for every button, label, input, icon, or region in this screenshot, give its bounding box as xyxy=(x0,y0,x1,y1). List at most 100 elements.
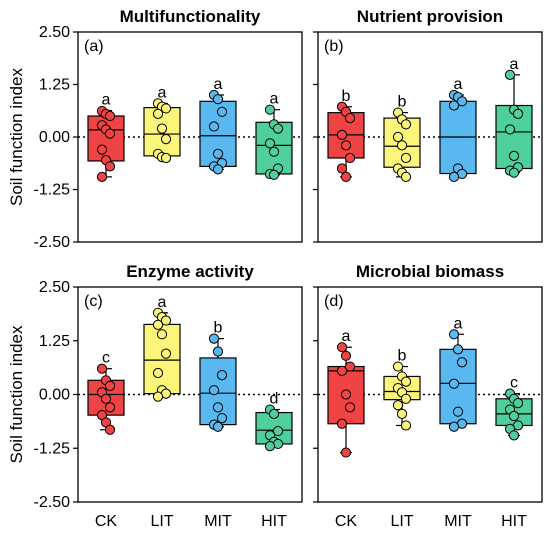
data-point xyxy=(104,128,116,139)
data-point xyxy=(152,319,164,330)
significance-letter: a xyxy=(270,91,279,108)
x-tick-label: MIT xyxy=(444,513,472,530)
panel-title: Enzyme activity xyxy=(126,262,254,281)
significance-letter: a xyxy=(158,294,167,311)
data-point xyxy=(212,94,224,105)
panel-label: (c) xyxy=(84,293,103,310)
x-tick-label: CK xyxy=(95,513,118,530)
box-HIT xyxy=(495,69,533,178)
box-LIT xyxy=(383,361,421,431)
box-CK xyxy=(327,101,365,182)
data-point xyxy=(396,408,408,419)
y-tick-label: 0.00 xyxy=(39,387,70,404)
x-tick-label: LIT xyxy=(150,513,173,530)
box-MIT xyxy=(199,333,237,432)
data-point xyxy=(336,163,348,174)
y-axis-label: Soil function index xyxy=(7,68,26,206)
data-point xyxy=(104,161,116,172)
panel-1 xyxy=(313,31,543,243)
data-point xyxy=(272,425,284,437)
box-LIT xyxy=(383,107,421,182)
panel-label: (b) xyxy=(324,38,344,55)
data-point xyxy=(208,333,220,344)
x-tick-label: CK xyxy=(335,513,358,530)
data-point xyxy=(264,104,276,115)
data-point xyxy=(216,413,228,424)
data-point xyxy=(340,171,352,182)
data-point xyxy=(104,380,116,391)
data-point xyxy=(340,389,352,400)
box-MIT xyxy=(439,89,477,182)
significance-letter: a xyxy=(454,315,463,332)
data-point xyxy=(212,148,224,159)
data-point xyxy=(400,152,412,164)
data-point xyxy=(152,108,164,120)
data-point xyxy=(344,361,356,372)
box-HIT xyxy=(255,404,293,452)
panel-title: Microbial biomass xyxy=(356,262,504,281)
significance-letter: b xyxy=(342,88,351,105)
data-point xyxy=(96,144,108,155)
data-point xyxy=(272,123,284,134)
box-HIT xyxy=(255,104,293,180)
data-point xyxy=(512,398,524,409)
data-point xyxy=(268,169,280,180)
data-point xyxy=(344,113,356,124)
box-CK xyxy=(327,342,365,458)
significance-letter: a xyxy=(454,76,463,93)
data-point xyxy=(336,365,348,376)
y-tick-label: -1.25 xyxy=(34,182,71,199)
box-CK xyxy=(87,105,125,182)
data-point xyxy=(336,342,348,353)
x-tick-label: HIT xyxy=(501,513,527,530)
y-axis-label: Soil function index xyxy=(7,325,26,463)
data-point xyxy=(340,447,352,458)
data-point xyxy=(212,402,224,413)
data-point xyxy=(344,402,356,413)
significance-letter: c xyxy=(510,375,518,392)
panel-0 xyxy=(73,31,303,243)
x-tick-label: LIT xyxy=(390,513,413,530)
data-point xyxy=(160,134,172,145)
significance-letter: a xyxy=(214,76,223,93)
y-tick-label: -1.25 xyxy=(34,440,71,457)
y-tick-label: -2.50 xyxy=(34,494,71,511)
data-point xyxy=(216,370,228,381)
data-point xyxy=(160,348,172,359)
x-tick-label: MIT xyxy=(204,513,232,530)
data-point xyxy=(100,393,112,404)
data-point xyxy=(452,406,464,417)
data-point xyxy=(160,152,172,164)
y-tick-label: 1.25 xyxy=(39,333,70,350)
data-point xyxy=(156,329,168,340)
box-MIT xyxy=(199,89,237,175)
data-point xyxy=(508,150,520,161)
significance-letter: b xyxy=(214,320,223,337)
panel-title: Nutrient provision xyxy=(357,7,503,26)
data-point xyxy=(456,96,468,107)
data-point xyxy=(396,140,408,151)
significance-letter: b xyxy=(398,94,407,111)
panel-2 xyxy=(73,286,303,503)
data-point xyxy=(104,402,116,413)
panel-3 xyxy=(313,286,543,503)
data-point xyxy=(392,131,404,143)
x-tick-label: HIT xyxy=(261,513,287,530)
data-point xyxy=(216,106,228,117)
data-point xyxy=(208,121,220,132)
significance-letter: b xyxy=(398,348,407,365)
data-point xyxy=(448,329,460,340)
data-point xyxy=(208,385,220,396)
data-point xyxy=(392,361,404,372)
data-point xyxy=(152,367,164,379)
y-tick-label: 0.00 xyxy=(39,129,70,146)
data-point xyxy=(336,129,348,140)
data-point xyxy=(104,424,116,435)
y-tick-label: 1.25 xyxy=(39,77,70,94)
data-point xyxy=(508,430,520,441)
data-point xyxy=(104,110,116,122)
data-point xyxy=(400,171,412,182)
data-point xyxy=(212,164,224,175)
data-point xyxy=(268,408,280,419)
